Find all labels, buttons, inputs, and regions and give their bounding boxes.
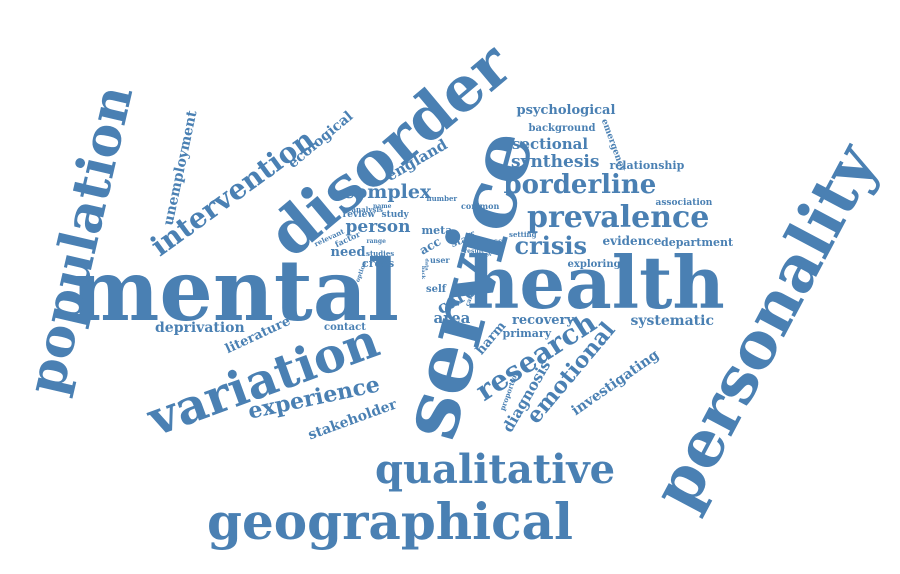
word-geographical: geographical	[207, 492, 573, 551]
word-primary: primary	[502, 326, 552, 340]
word-systematic: systematic	[630, 313, 714, 329]
word-range: range	[366, 238, 386, 245]
word-contact: contact	[324, 322, 366, 333]
word-crisis: crisis	[514, 231, 588, 260]
word-illness: illness	[473, 236, 503, 246]
word-meta: meta	[421, 223, 453, 237]
word-relationship: relationship	[609, 158, 685, 172]
word-common: common	[461, 201, 500, 211]
word-study: study	[381, 209, 409, 220]
word-mental: mental	[70, 241, 400, 340]
word-psychological: psychological	[516, 102, 616, 118]
word-data: data	[423, 257, 430, 271]
word-area: area	[433, 308, 471, 327]
word-recovery: recovery	[512, 312, 574, 328]
word-complex: complex	[343, 180, 432, 203]
word-prevalence: prevalence	[527, 200, 710, 235]
word-user: user	[430, 255, 450, 265]
word-borderline: borderline	[503, 170, 657, 200]
word-sectional: sectional	[512, 134, 589, 153]
word-health: health	[467, 240, 725, 325]
word-name: name	[373, 203, 392, 210]
word-self: self	[426, 284, 447, 295]
word-exploring: exploring	[567, 259, 621, 270]
word-person: person	[345, 216, 411, 237]
word-review: review	[342, 209, 376, 220]
word-analysis: analysis	[351, 204, 383, 214]
word-deprivation: deprivation	[155, 320, 245, 336]
word-population: population	[14, 79, 145, 401]
word-need: need	[330, 244, 366, 260]
word-synthesis: synthesis	[511, 151, 600, 172]
word-number: number	[426, 193, 458, 203]
word-cross: cross	[362, 256, 395, 270]
word-result: result	[464, 248, 484, 255]
word-background: background	[528, 123, 596, 134]
word-setting: setting	[509, 229, 537, 239]
word-association: association	[655, 197, 713, 208]
word-evidence: evidence	[602, 234, 662, 248]
word-qualitative: qualitative	[375, 446, 616, 493]
word-department: department	[661, 235, 734, 249]
word-studies: studies	[366, 248, 395, 258]
